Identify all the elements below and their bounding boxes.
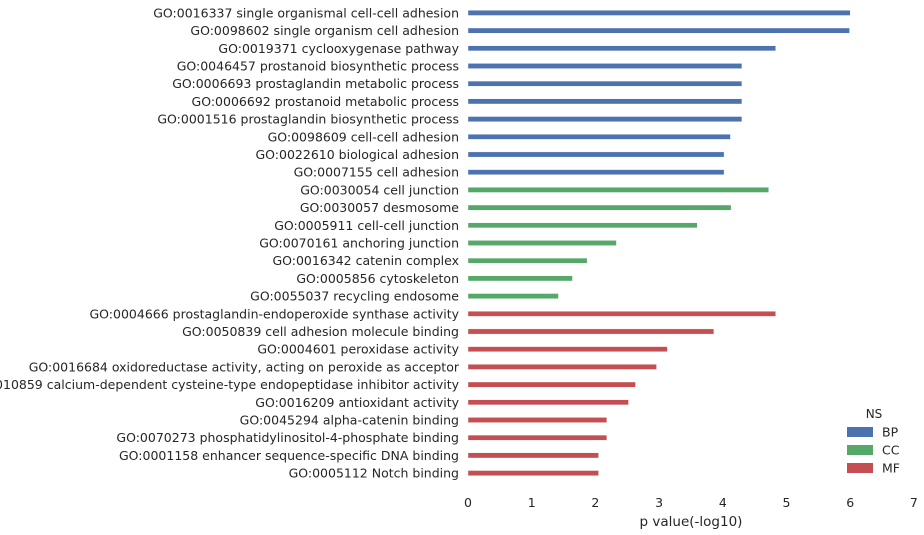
x-tick-label: 0 bbox=[464, 495, 472, 510]
category-labels: GO:0016337 single organismal cell-cell a… bbox=[0, 5, 460, 480]
bar-cc-14 bbox=[467, 257, 588, 264]
bar-mf-18 bbox=[467, 328, 715, 335]
legend-swatch-cc bbox=[847, 445, 873, 455]
category-label: GO:0004601 peroxidase activity bbox=[257, 342, 459, 357]
category-label: GO:0005911 cell-cell junction bbox=[274, 218, 459, 233]
category-label: GO:0010859 calcium-dependent cysteine-ty… bbox=[0, 377, 460, 392]
category-label: GO:0070273 phosphatidylinositol-4-phosph… bbox=[116, 430, 459, 445]
category-label: GO:0098602 single organism cell adhesion bbox=[190, 23, 459, 38]
bar-cc-15 bbox=[467, 275, 573, 282]
bar-bp-9 bbox=[467, 169, 725, 176]
x-tick-label: 6 bbox=[846, 495, 854, 510]
bar-bp-5 bbox=[467, 98, 743, 105]
category-label: GO:0016684 oxidoreductase activity, acti… bbox=[29, 359, 460, 374]
bar-mf-20 bbox=[467, 364, 657, 370]
x-tick-label: 7 bbox=[910, 495, 918, 510]
category-label: GO:0005856 cytoskeleton bbox=[296, 271, 459, 286]
bar-cc-13 bbox=[467, 240, 617, 246]
category-label: GO:0005112 Notch binding bbox=[289, 466, 459, 481]
category-label: GO:0007155 cell adhesion bbox=[294, 165, 459, 180]
legend-title: NS bbox=[866, 407, 883, 421]
category-label: GO:0006693 prostaglandin metabolic proce… bbox=[172, 76, 459, 91]
legend-swatch-bp bbox=[847, 427, 873, 437]
x-axis-ticks: 0 1 2 3 4 5 6 7 bbox=[464, 495, 918, 510]
bar-mf-23 bbox=[467, 417, 608, 423]
category-label: GO:0016342 catenin complex bbox=[272, 253, 459, 268]
category-label: GO:0006692 prostanoid metabolic process bbox=[192, 94, 459, 109]
bar-bp-3 bbox=[467, 63, 743, 69]
legend-label-mf: MF bbox=[882, 461, 900, 476]
bar-mf-17 bbox=[467, 311, 776, 317]
category-label: GO:0001516 prostaglandin biosynthetic pr… bbox=[157, 112, 459, 127]
bar-mf-19 bbox=[467, 346, 668, 353]
bar-mf-26 bbox=[467, 470, 599, 476]
bar-cc-11 bbox=[467, 204, 732, 211]
category-label: GO:0050839 cell adhesion molecule bindin… bbox=[182, 324, 459, 339]
legend-swatch-mf bbox=[847, 463, 873, 473]
category-label: GO:0055037 recycling endosome bbox=[250, 289, 459, 304]
category-label: GO:0098609 cell-cell adhesion bbox=[268, 129, 459, 144]
bar-cc-16 bbox=[467, 293, 559, 299]
legend-label-cc: CC bbox=[882, 443, 900, 458]
x-tick-label: 5 bbox=[783, 495, 791, 510]
category-label: GO:0016337 single organismal cell-cell a… bbox=[153, 5, 459, 20]
category-label: GO:0004666 prostaglandin-endoperoxide sy… bbox=[90, 306, 460, 321]
x-tick-label: 4 bbox=[719, 495, 727, 510]
category-label: GO:0001158 enhancer sequence-specific DN… bbox=[119, 448, 459, 463]
bar-bp-6 bbox=[467, 116, 743, 122]
bars-layer bbox=[467, 10, 851, 476]
bar-cc-10 bbox=[467, 187, 769, 193]
bar-bp-1 bbox=[467, 27, 850, 34]
category-label: GO:0030057 desmosome bbox=[300, 200, 459, 215]
legend: NS BP CC MF bbox=[847, 407, 900, 476]
bar-bp-8 bbox=[467, 151, 725, 158]
bar-mf-25 bbox=[467, 452, 599, 459]
legend-label-bp: BP bbox=[882, 425, 899, 440]
bar-mf-21 bbox=[467, 381, 636, 388]
bar-bp-4 bbox=[467, 80, 743, 87]
bar-bp-2 bbox=[467, 45, 776, 52]
bar-mf-24 bbox=[467, 434, 608, 441]
category-label: GO:0019371 cyclooxygenase pathway bbox=[218, 41, 459, 56]
bar-bp-0 bbox=[467, 10, 851, 16]
category-label: GO:0016209 antioxidant activity bbox=[255, 395, 459, 410]
x-tick-label: 3 bbox=[655, 495, 663, 510]
category-label: GO:0045294 alpha-catenin binding bbox=[240, 413, 459, 428]
category-label: GO:0030054 cell junction bbox=[300, 182, 459, 197]
bar-mf-22 bbox=[467, 399, 629, 406]
category-label: GO:0046457 prostanoid biosynthetic proce… bbox=[177, 59, 459, 74]
bar-cc-12 bbox=[467, 222, 698, 229]
category-label: GO:0070161 anchoring junction bbox=[259, 236, 459, 251]
bar-bp-7 bbox=[467, 133, 731, 140]
x-tick-label: 2 bbox=[591, 495, 599, 510]
x-axis-title: p value(-log10) bbox=[640, 514, 743, 530]
category-label: GO:0022610 biological adhesion bbox=[256, 147, 460, 162]
x-tick-label: 1 bbox=[528, 495, 536, 510]
